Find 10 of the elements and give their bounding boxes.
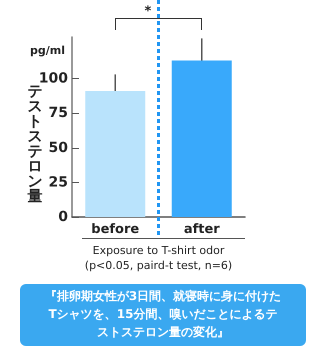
x-tick-label: before [91,222,140,237]
x-axis-title: Exposure to T-shirt odor (p<0.05, paird-t test, n=6) [84,244,232,272]
y-tick-label: 75 [48,105,68,122]
text: 『排卵期女性が3日間、就寝時に身に付けたTシャツを、15分間、嗅いだことによるテストステロン量の変化』 [20,284,306,346]
x-tick-label: after [184,222,220,237]
y-tick-label: 50 [48,140,68,156]
text: * [144,4,152,19]
text: pg/ml [30,44,65,57]
y-tick-label: 25 [48,174,68,190]
y-tick-label: 0 [58,209,68,225]
